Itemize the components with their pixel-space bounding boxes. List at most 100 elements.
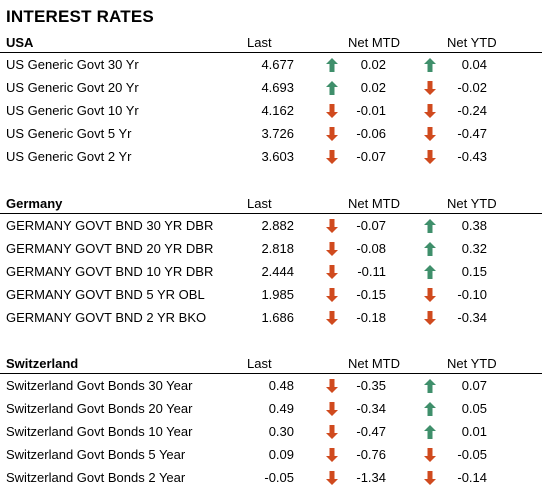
table-row: US Generic Govt 30 Yr 4.677 0.02 0.04 bbox=[0, 53, 542, 76]
security-name: GERMANY GOVT BND 30 YR DBR bbox=[6, 218, 214, 233]
security-name: US Generic Govt 20 Yr bbox=[6, 80, 139, 95]
security-name: GERMANY GOVT BND 2 YR BKO bbox=[6, 310, 207, 325]
arrow-down-icon bbox=[326, 219, 338, 233]
net-mtd-value: -0.07 bbox=[356, 218, 386, 233]
section-switzerland: Switzerland Last Net MTD Net YTD Switzerland… bbox=[0, 355, 542, 489]
security-name: US Generic Govt 2 Yr bbox=[6, 149, 132, 164]
column-header-last: Last bbox=[247, 35, 272, 50]
arrow-down-icon bbox=[326, 448, 338, 462]
net-ytd-value: 0.32 bbox=[461, 241, 487, 256]
net-ytd-value: 0.38 bbox=[461, 218, 487, 233]
arrow-down-icon bbox=[326, 402, 338, 416]
last-value: 0.49 bbox=[268, 401, 294, 416]
net-ytd-value: -0.47 bbox=[457, 126, 487, 141]
arrow-down-icon bbox=[424, 471, 436, 485]
last-value: 0.30 bbox=[268, 424, 294, 439]
net-ytd-value: 0.05 bbox=[461, 401, 487, 416]
arrow-up-icon bbox=[326, 81, 338, 95]
arrow-up-icon bbox=[424, 379, 436, 393]
arrow-down-icon bbox=[326, 104, 338, 118]
net-mtd-value: -0.15 bbox=[356, 287, 386, 302]
net-ytd-value: -0.02 bbox=[457, 80, 487, 95]
net-ytd-value: -0.43 bbox=[457, 149, 487, 164]
arrow-up-icon bbox=[424, 219, 436, 233]
last-value: -0.05 bbox=[264, 470, 294, 485]
security-name: US Generic Govt 30 Yr bbox=[6, 57, 139, 72]
net-ytd-value: -0.24 bbox=[457, 103, 487, 118]
column-header-last: Last bbox=[247, 356, 272, 371]
net-mtd-value: -0.11 bbox=[357, 264, 386, 279]
last-value: 3.726 bbox=[261, 126, 294, 141]
last-value: 3.603 bbox=[261, 149, 294, 164]
table-row: Switzerland Govt Bonds 5 Year 0.09 -0.76 -0… bbox=[0, 443, 542, 466]
arrow-down-icon bbox=[424, 448, 436, 462]
net-ytd-value: -0.10 bbox=[457, 287, 487, 302]
table-row: Switzerland Govt Bonds 2 Year -0.05 -1.34 -… bbox=[0, 466, 542, 489]
last-value: 2.882 bbox=[261, 218, 294, 233]
page-title: INTEREST RATES bbox=[6, 7, 154, 26]
table-row: US Generic Govt 5 Yr 3.726 -0.06 -0.47 bbox=[0, 122, 542, 145]
last-value: 4.693 bbox=[261, 80, 294, 95]
net-mtd-value: -0.47 bbox=[356, 424, 386, 439]
security-name: Switzerland Govt Bonds 10 Year bbox=[6, 424, 193, 439]
net-ytd-value: 0.15 bbox=[461, 264, 487, 279]
arrow-up-icon bbox=[424, 242, 436, 256]
last-value: 1.985 bbox=[261, 287, 294, 302]
net-mtd-value: -0.07 bbox=[356, 149, 386, 164]
last-value: 0.09 bbox=[268, 447, 294, 462]
column-header-last: Last bbox=[247, 196, 272, 211]
table-row: US Generic Govt 10 Yr 4.162 -0.01 -0.24 bbox=[0, 99, 542, 122]
net-mtd-value: -1.34 bbox=[356, 470, 386, 485]
net-mtd-value: -0.76 bbox=[356, 447, 386, 462]
net-mtd-value: -0.34 bbox=[356, 401, 386, 416]
arrow-down-icon bbox=[326, 288, 338, 302]
table-row: GERMANY GOVT BND 10 YR DBR 2.444 -0.11 0.15 bbox=[0, 260, 542, 283]
arrow-up-icon bbox=[424, 402, 436, 416]
section-germany: Germany Last Net MTD Net YTD GERMANY GOVT BN… bbox=[0, 195, 542, 329]
arrow-down-icon bbox=[424, 311, 436, 325]
column-header-net-mtd: Net MTD bbox=[348, 356, 400, 371]
arrow-down-icon bbox=[326, 242, 338, 256]
arrow-down-icon bbox=[424, 127, 436, 141]
table-row: GERMANY GOVT BND 30 YR DBR 2.882 -0.07 0.38 bbox=[0, 214, 542, 237]
table-row: GERMANY GOVT BND 5 YR OBL 1.985 -0.15 -0.10 bbox=[0, 283, 542, 306]
section-name: USA bbox=[6, 35, 34, 50]
security-name: Switzerland Govt Bonds 20 Year bbox=[6, 401, 193, 416]
last-value: 4.677 bbox=[261, 57, 294, 72]
table-row: US Generic Govt 2 Yr 3.603 -0.07 -0.43 bbox=[0, 145, 542, 168]
section-name: Switzerland bbox=[6, 356, 79, 371]
column-header-net-ytd: Net YTD bbox=[447, 35, 497, 50]
net-mtd-value: -0.01 bbox=[356, 103, 386, 118]
security-name: Switzerland Govt Bonds 2 Year bbox=[6, 470, 186, 485]
last-value: 2.818 bbox=[261, 241, 294, 256]
column-header-net-mtd: Net MTD bbox=[348, 35, 400, 50]
last-value: 1.686 bbox=[261, 310, 294, 325]
net-ytd-value: 0.04 bbox=[461, 57, 487, 72]
column-header-net-mtd: Net MTD bbox=[348, 196, 400, 211]
arrow-up-icon bbox=[424, 265, 436, 279]
net-mtd-value: -0.18 bbox=[356, 310, 386, 325]
arrow-down-icon bbox=[326, 150, 338, 164]
net-mtd-value: -0.06 bbox=[356, 126, 386, 141]
security-name: GERMANY GOVT BND 5 YR OBL bbox=[6, 287, 205, 302]
arrow-down-icon bbox=[326, 425, 338, 439]
section-header: Germany Last Net MTD Net YTD bbox=[0, 195, 542, 214]
table-row: US Generic Govt 20 Yr 4.693 0.02 -0.02 bbox=[0, 76, 542, 99]
column-header-net-ytd: Net YTD bbox=[447, 196, 497, 211]
net-ytd-value: 0.07 bbox=[461, 378, 487, 393]
arrow-down-icon bbox=[424, 288, 436, 302]
table-row: GERMANY GOVT BND 20 YR DBR 2.818 -0.08 0.32 bbox=[0, 237, 542, 260]
security-name: Switzerland Govt Bonds 5 Year bbox=[6, 447, 186, 462]
net-ytd-value: -0.34 bbox=[457, 310, 487, 325]
net-ytd-value: -0.05 bbox=[457, 447, 487, 462]
arrow-down-icon bbox=[326, 379, 338, 393]
arrow-up-icon bbox=[424, 58, 436, 72]
table-row: GERMANY GOVT BND 2 YR BKO 1.686 -0.18 -0.34 bbox=[0, 306, 542, 329]
net-mtd-value: -0.35 bbox=[356, 378, 386, 393]
arrow-up-icon bbox=[424, 425, 436, 439]
arrow-down-icon bbox=[424, 150, 436, 164]
security-name: Switzerland Govt Bonds 30 Year bbox=[6, 378, 193, 393]
security-name: US Generic Govt 10 Yr bbox=[6, 103, 139, 118]
arrow-up-icon bbox=[326, 58, 338, 72]
arrow-down-icon bbox=[326, 311, 338, 325]
